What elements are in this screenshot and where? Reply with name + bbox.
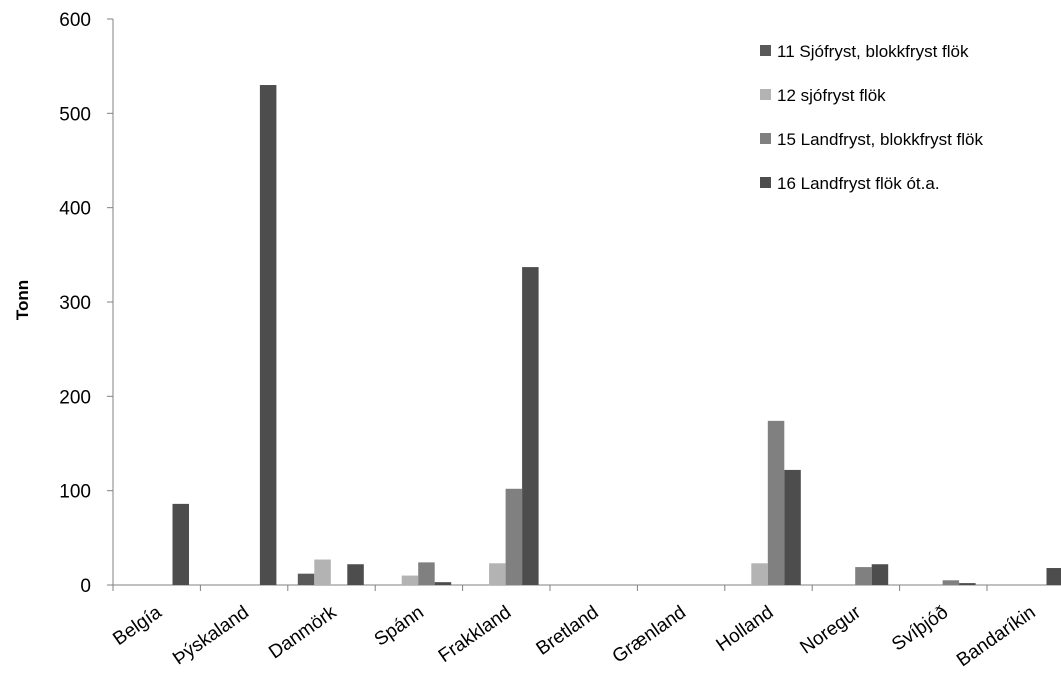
x-tick-label: Belgía — [109, 602, 166, 650]
bar — [522, 267, 539, 585]
x-tick-label: Holland — [713, 602, 778, 656]
legend-label: 16 Landfryst flök ót.a. — [777, 174, 940, 193]
bar — [418, 562, 435, 585]
y-axis-title: Tonn — [13, 280, 32, 320]
bar — [959, 583, 976, 585]
x-tick-label: Bandaríkin — [953, 602, 1039, 671]
y-tick-label: 600 — [59, 10, 91, 31]
bar — [297, 573, 315, 585]
y-tick-label: 200 — [59, 387, 91, 408]
legend-swatch — [760, 45, 771, 56]
bars — [172, 85, 1061, 586]
bar — [347, 564, 364, 585]
legend-label: 12 sjófryst flök — [777, 86, 886, 105]
bar — [871, 564, 889, 585]
y-tick-label: 500 — [59, 104, 91, 125]
bar — [767, 420, 785, 585]
bar — [784, 469, 801, 585]
x-tick-label: Grænland — [609, 602, 690, 668]
x-tick-label: Þýskaland — [169, 602, 253, 669]
bar — [314, 559, 331, 585]
x-tick-label: Noregur — [796, 602, 865, 659]
y-tick-label: 300 — [59, 293, 91, 314]
bar — [751, 563, 768, 585]
legend-label: 15 Landfryst, blokkfryst flök — [777, 130, 983, 149]
y-tick-label: 400 — [59, 199, 91, 220]
x-axis: Belgía Þýskaland Danmörk Spánn Frakkland Bret… — [109, 584, 1061, 671]
x-tick-label: Spánn — [371, 602, 428, 651]
legend-swatch — [760, 133, 771, 144]
bar — [172, 503, 189, 585]
bar — [505, 488, 523, 585]
bar — [489, 563, 506, 585]
bar — [942, 580, 960, 585]
legend-swatch — [760, 89, 771, 100]
legend: 11 Sjófryst, blokkfryst flök 12 sjófryst … — [760, 42, 983, 193]
x-tick-label: Bretland — [533, 602, 603, 660]
bar — [401, 575, 419, 585]
x-tick-label: Svíþjóð — [888, 602, 952, 656]
legend-swatch — [760, 177, 771, 188]
bar — [855, 567, 872, 585]
bar — [259, 85, 277, 586]
x-tick-label: Frakkland — [435, 602, 515, 667]
y-axis: 0 100 200 300 400 500 600 — [59, 10, 114, 597]
y-tick-label: 0 — [80, 576, 91, 597]
bar — [434, 582, 452, 585]
legend-label: 11 Sjófryst, blokkfryst flök — [777, 42, 969, 61]
x-tick-label: Danmörk — [265, 602, 341, 664]
y-tick-label: 100 — [59, 482, 91, 503]
bar — [1046, 568, 1061, 585]
